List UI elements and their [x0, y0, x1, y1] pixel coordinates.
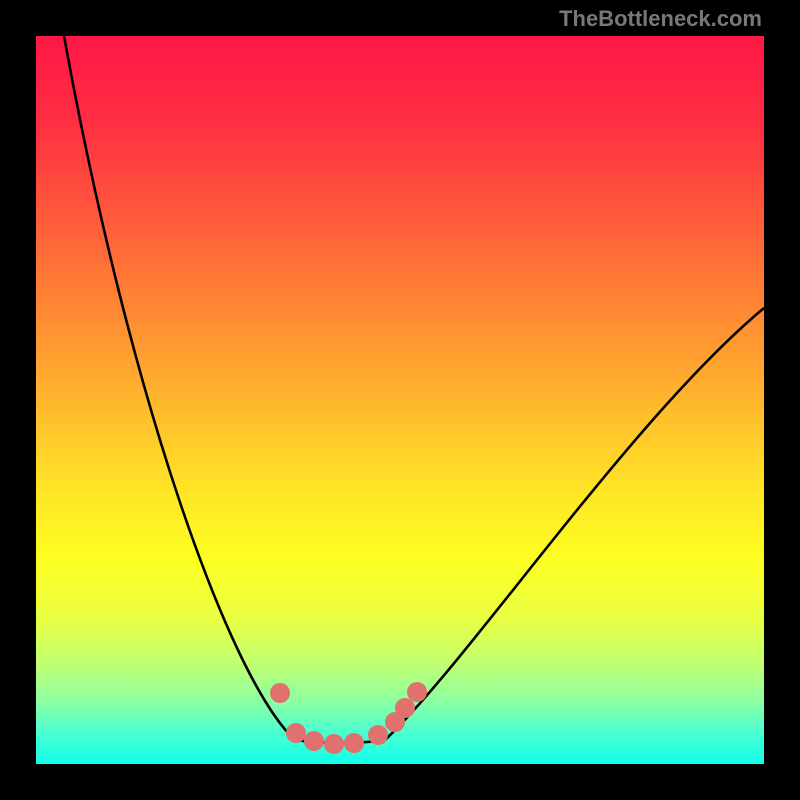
watermark-text: TheBottleneck.com: [559, 6, 762, 31]
data-marker: [286, 723, 306, 743]
data-marker: [368, 725, 388, 745]
data-marker: [395, 698, 415, 718]
plot-area: [36, 36, 764, 764]
data-marker: [324, 734, 344, 754]
data-marker: [270, 683, 290, 703]
data-marker: [344, 733, 364, 753]
data-marker: [304, 731, 324, 751]
data-marker: [407, 682, 427, 702]
chart-canvas: TheBottleneck.com: [0, 0, 800, 800]
